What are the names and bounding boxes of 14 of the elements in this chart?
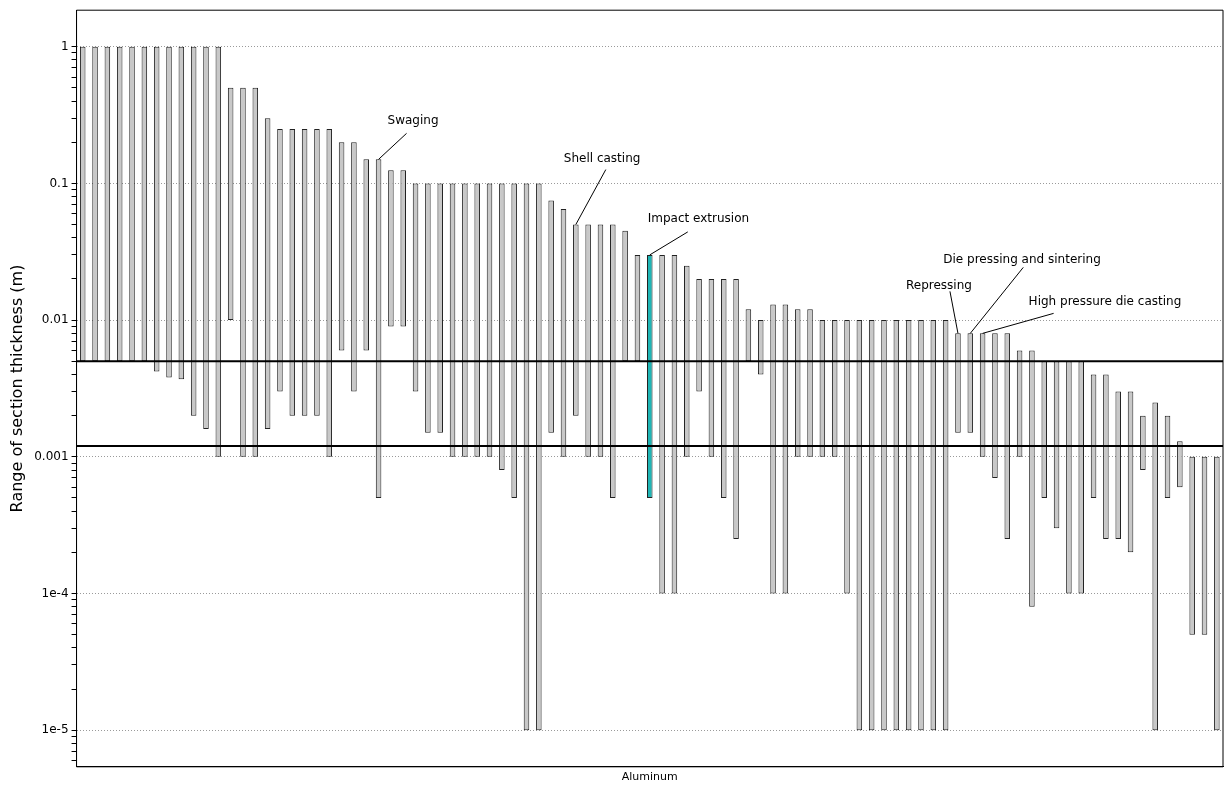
y-tick-label: 0.01 bbox=[41, 312, 69, 327]
annotation: Die pressing and sintering bbox=[943, 252, 1101, 267]
y-tick-label: 1 bbox=[60, 38, 69, 53]
y-tick-label: 1e-4 bbox=[41, 585, 69, 600]
annotation: Shell casting bbox=[563, 150, 641, 165]
annotation: Swaging bbox=[387, 113, 439, 128]
annotation: Repressing bbox=[905, 278, 972, 293]
y-tick-label: 0.001 bbox=[34, 448, 69, 463]
y-tick-label: 0.1 bbox=[49, 175, 69, 190]
annotation: High pressure die casting bbox=[1028, 294, 1182, 309]
y-tick-label: 1e-5 bbox=[41, 722, 69, 737]
x-axis-title: Aluminum bbox=[621, 770, 678, 784]
y-axis-title: Range of section thickness (m) bbox=[6, 264, 26, 513]
annotation: Impact extrusion bbox=[647, 211, 750, 226]
